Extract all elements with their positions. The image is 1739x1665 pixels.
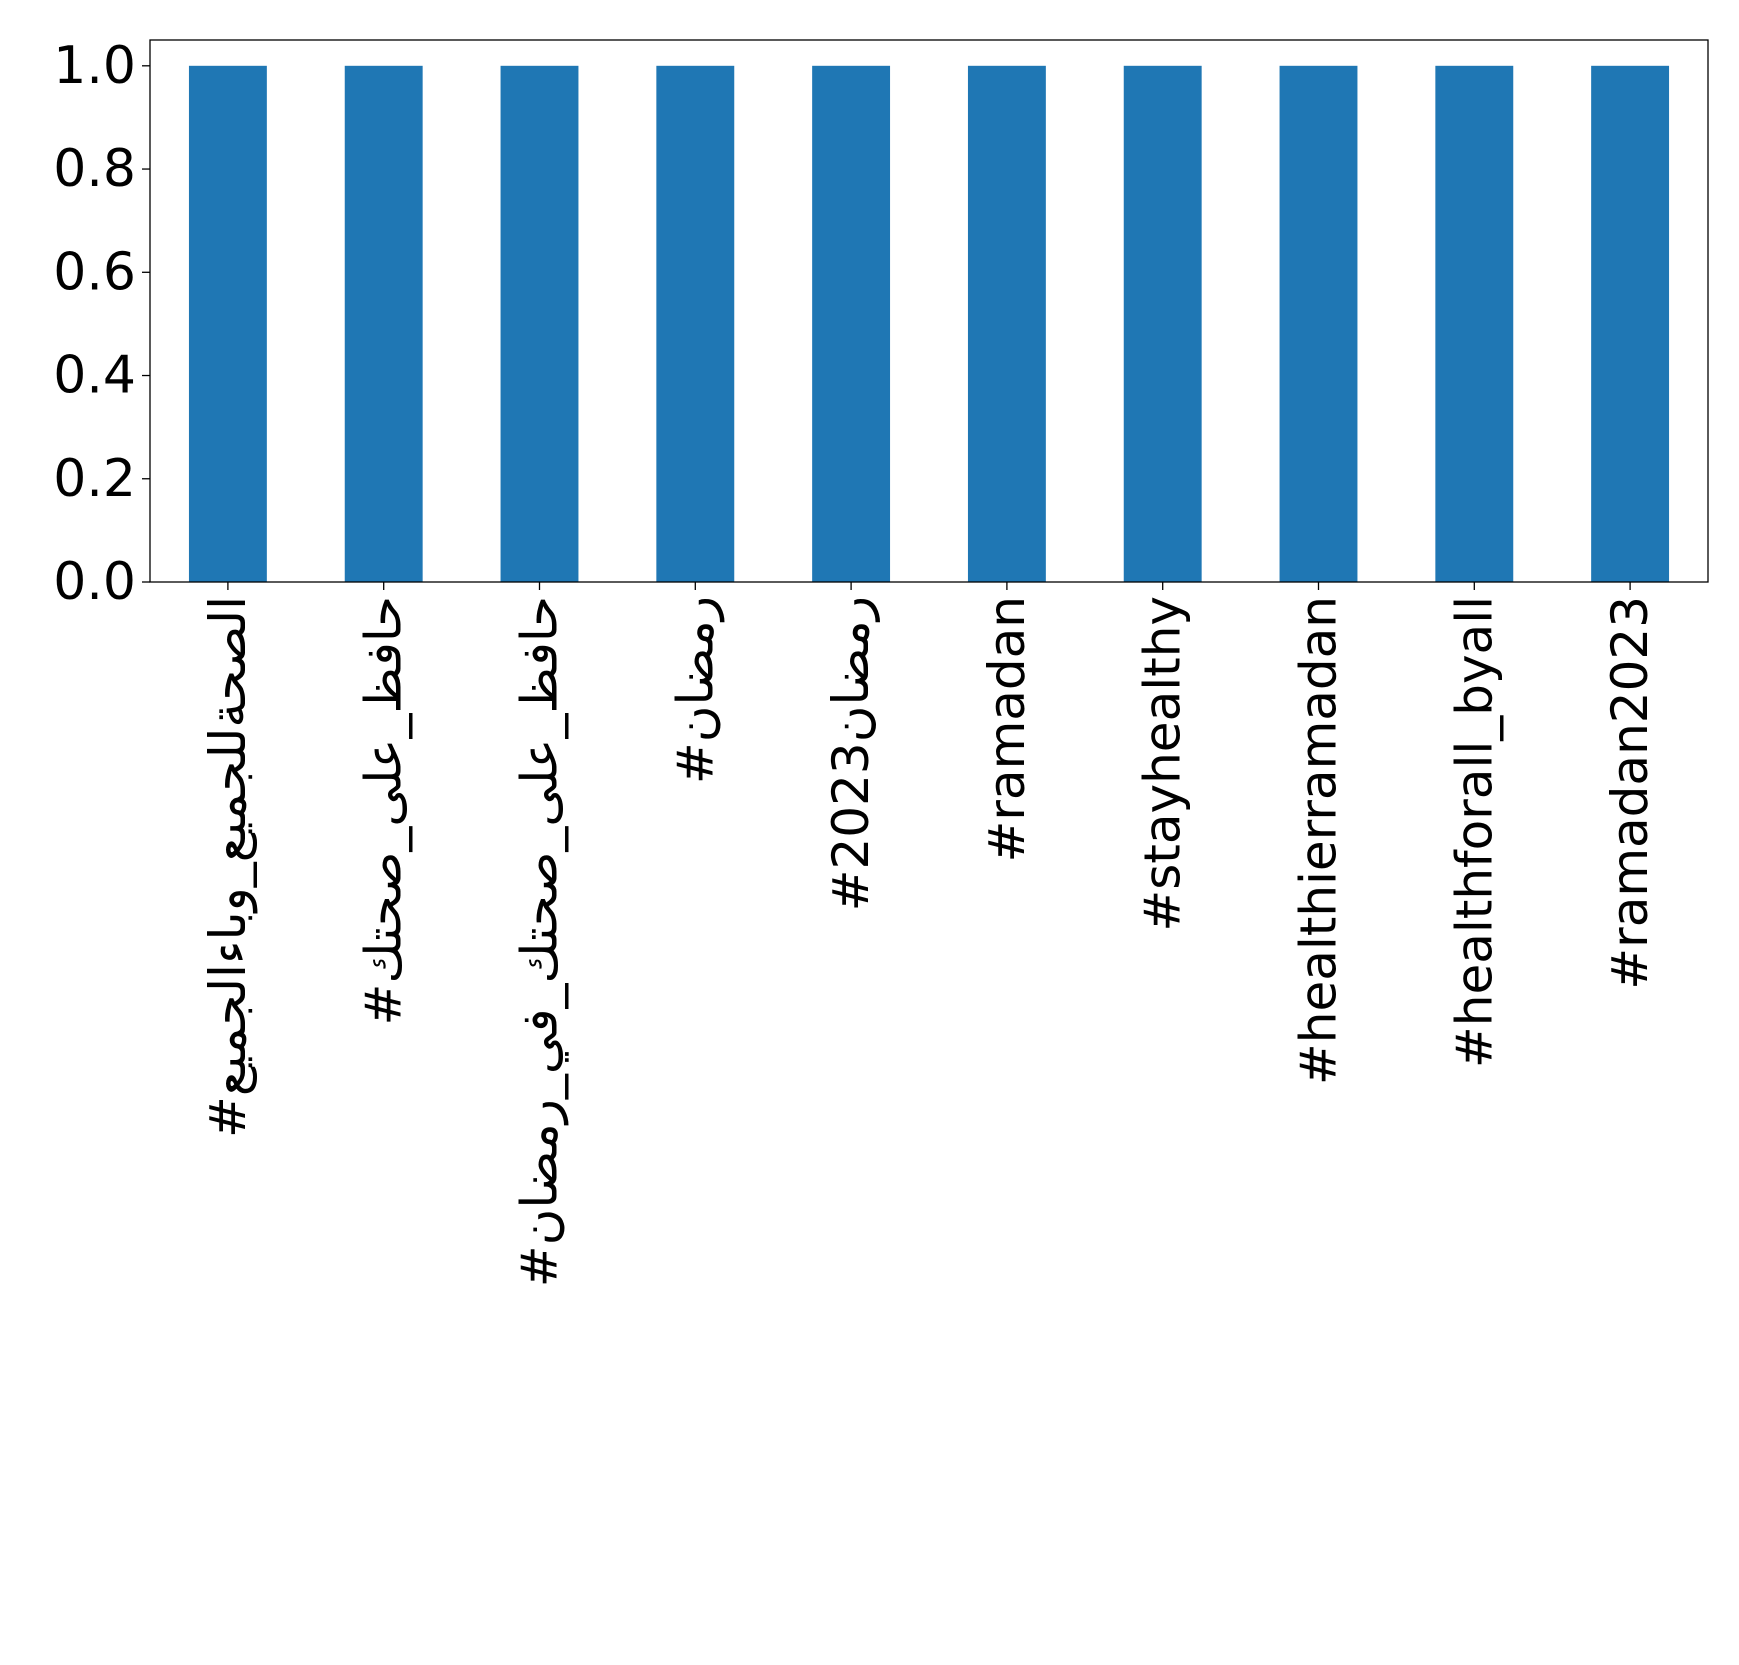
x-tick-label-6: #stayhealthy <box>1134 596 1192 932</box>
x-tick-label-9: #ramadan2023 <box>1601 596 1659 990</box>
bar-5 <box>967 65 1046 583</box>
x-tick-label-8: #healthforall_byall <box>1445 596 1503 1068</box>
x-tick-label-1: #حافظ_على_صحتك <box>355 596 413 1025</box>
x-tick-label-4: #رمضان2023 <box>822 596 880 911</box>
bar-0 <box>188 65 267 583</box>
y-tick-label-5: 1.0 <box>53 36 136 96</box>
y-tick-label-4: 0.8 <box>53 139 136 199</box>
bar-2 <box>500 65 579 583</box>
bars-layer <box>188 65 1670 583</box>
plot-frame <box>149 39 1709 583</box>
x-tick-label-2: #حافظ_على_صحتك_في_رمضان <box>511 596 569 1287</box>
x-tick-label-7: #healthierramadan <box>1290 596 1348 1085</box>
x-tick-label-3: #رمضان <box>666 596 724 784</box>
bar-8 <box>1435 65 1514 583</box>
bar-3 <box>656 65 735 583</box>
x-tick-label-0: #الصحةللجميع_وباءالجميع <box>199 596 258 1138</box>
y-axis: 0.0 0.2 0.4 0.6 0.8 1.0 <box>53 36 150 612</box>
x-tick-label-5: #ramadan <box>978 596 1036 863</box>
bar-6 <box>1123 65 1202 583</box>
y-tick-label-2: 0.4 <box>53 346 136 406</box>
y-tick-label-3: 0.6 <box>53 242 136 302</box>
y-tick-label-1: 0.2 <box>53 449 136 509</box>
x-axis: #الصحةللجميع_وباءالجميع #حافظ_على_صحتك #حا… <box>199 582 1659 1287</box>
y-tick-label-0: 0.0 <box>53 552 136 612</box>
bar-4 <box>812 65 891 583</box>
bar-1 <box>344 65 423 583</box>
bar-7 <box>1279 65 1358 583</box>
bar-9 <box>1591 65 1670 583</box>
